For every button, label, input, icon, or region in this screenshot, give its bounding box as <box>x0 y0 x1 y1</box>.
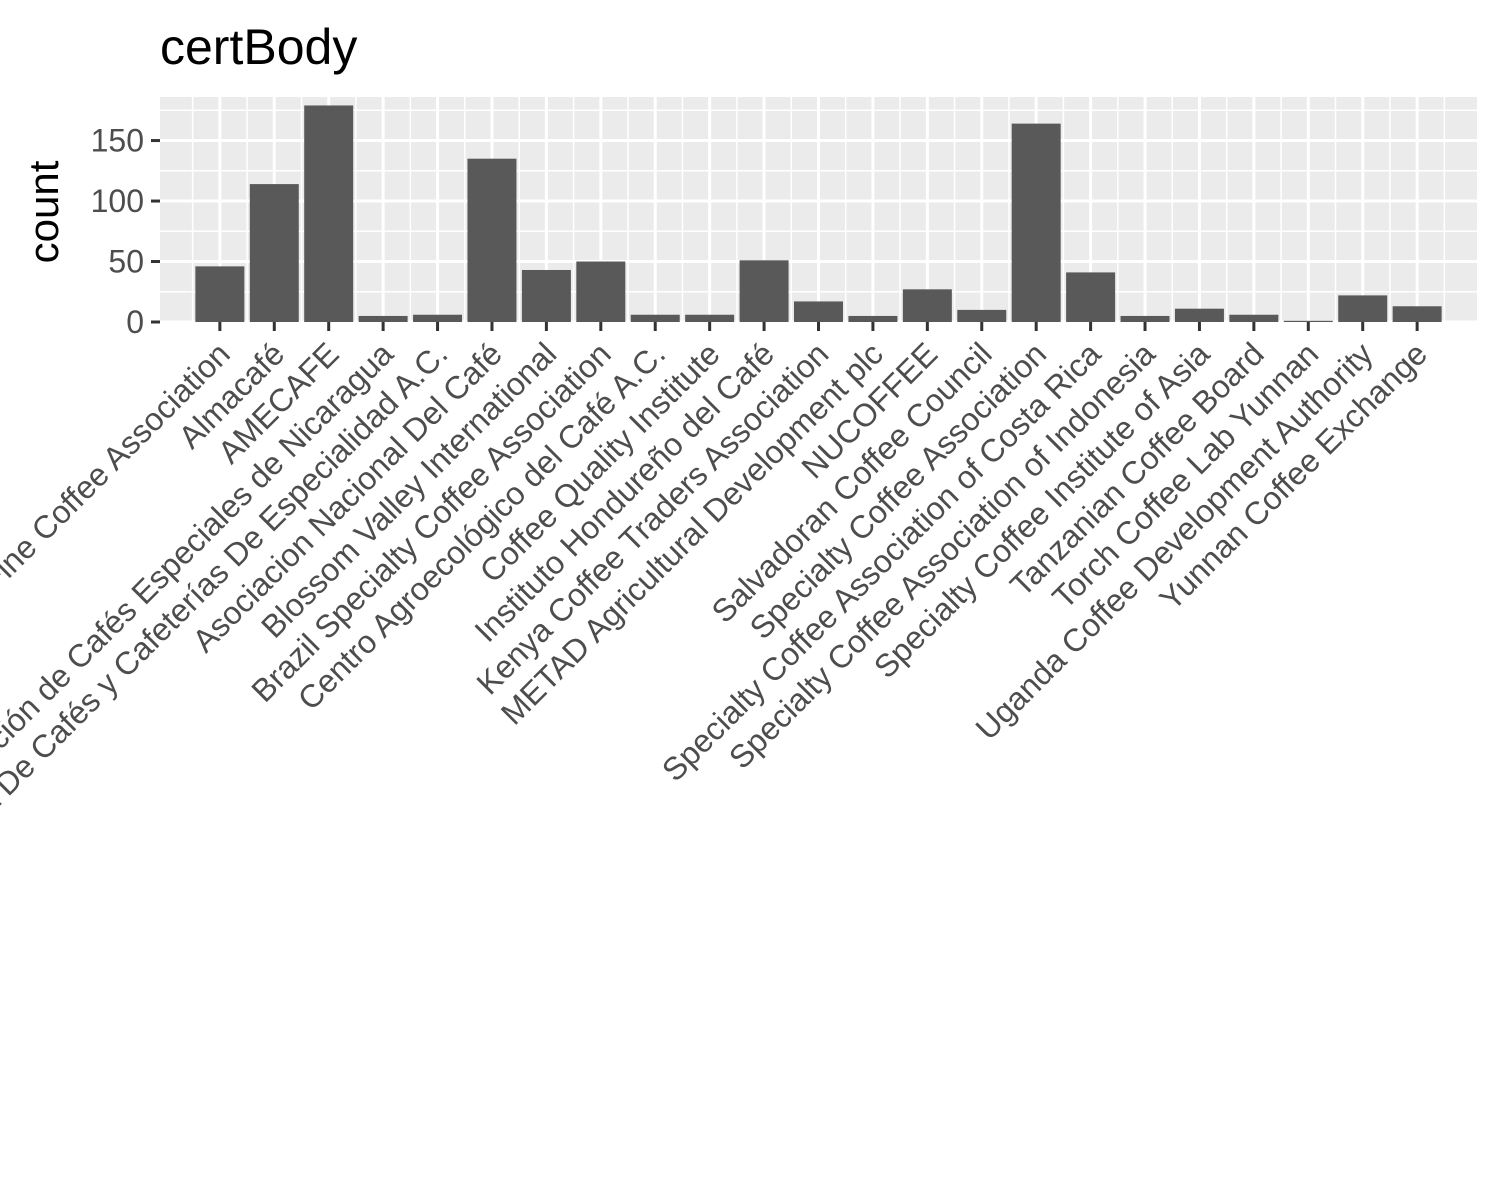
bar <box>304 105 354 322</box>
bar <box>413 314 463 322</box>
y-tick-label: 150 <box>91 123 144 159</box>
bar <box>739 260 789 322</box>
bar <box>358 315 408 322</box>
bar <box>957 309 1007 322</box>
bar <box>1011 123 1061 322</box>
bar <box>848 315 898 322</box>
bar <box>685 314 735 322</box>
bar <box>1392 306 1442 322</box>
bar <box>1283 320 1333 322</box>
y-tick-label: 0 <box>126 304 144 340</box>
bar <box>576 261 626 322</box>
y-tick-label: 100 <box>91 183 144 219</box>
y-tick-label: 50 <box>108 244 144 280</box>
bar <box>794 301 843 322</box>
bar <box>249 184 299 322</box>
bar <box>521 269 571 322</box>
x-axis: Africa Fine Coffee AssociationAlmacaféAM… <box>0 322 1434 1021</box>
bar <box>1120 315 1170 322</box>
bar <box>1229 314 1279 322</box>
bar <box>1066 272 1116 322</box>
bar <box>902 289 952 322</box>
bar <box>195 266 245 322</box>
y-axis-title: count <box>20 160 67 263</box>
bar <box>630 314 680 322</box>
y-axis: 0 50 100 150 <box>91 123 160 340</box>
bar <box>1338 295 1388 322</box>
chart-title: certBody <box>160 19 357 75</box>
bars <box>195 105 1442 322</box>
bar <box>467 158 517 322</box>
bar <box>1174 308 1224 322</box>
